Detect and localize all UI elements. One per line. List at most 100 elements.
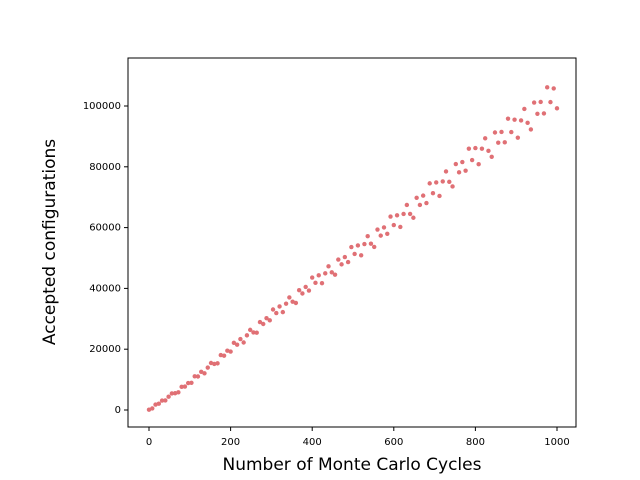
point [388, 214, 393, 219]
x-tick-label: 600 [384, 437, 403, 448]
point [404, 202, 410, 208]
point [430, 191, 436, 196]
point [192, 374, 197, 379]
point [238, 336, 243, 342]
point [385, 231, 390, 236]
point [247, 327, 253, 333]
point [296, 287, 302, 293]
point [518, 118, 524, 123]
point [509, 129, 514, 135]
point [355, 243, 361, 248]
point [349, 244, 354, 250]
point [554, 106, 560, 111]
point [407, 211, 413, 217]
point [463, 168, 468, 173]
point [499, 129, 504, 135]
point [215, 361, 220, 366]
point [531, 100, 537, 105]
point [544, 85, 550, 90]
point [339, 262, 344, 267]
point [254, 330, 259, 335]
point [342, 254, 348, 260]
point [365, 233, 370, 239]
point [329, 270, 334, 275]
point [528, 127, 534, 132]
point [456, 170, 462, 175]
point [473, 145, 478, 151]
point [241, 340, 246, 345]
point [437, 193, 442, 199]
point [460, 159, 465, 165]
point [257, 319, 263, 325]
point [479, 146, 485, 151]
point [466, 146, 472, 151]
point [326, 264, 331, 269]
point [218, 352, 224, 358]
point [251, 330, 256, 335]
y-tick-label: 40000 [89, 283, 121, 294]
point [398, 224, 403, 230]
point [221, 353, 227, 358]
point [515, 135, 521, 140]
point [300, 291, 305, 296]
point [551, 86, 556, 91]
x-tick-label: 1000 [544, 437, 569, 448]
point [274, 310, 279, 316]
point [417, 202, 423, 208]
point [443, 169, 449, 174]
point [505, 116, 511, 121]
y-tick-label: 20000 [89, 344, 121, 355]
point [358, 253, 364, 258]
point [270, 307, 276, 312]
point [368, 241, 374, 246]
point [283, 301, 289, 306]
point [303, 284, 308, 290]
point [538, 99, 543, 105]
point [156, 401, 162, 406]
point [489, 154, 494, 159]
point [176, 390, 181, 395]
point [159, 398, 165, 403]
y-tick-label: 100000 [83, 101, 121, 112]
point [169, 391, 175, 396]
point [486, 148, 491, 154]
point [163, 398, 168, 403]
point [482, 136, 488, 141]
point [212, 361, 217, 367]
point [166, 394, 171, 399]
point [234, 342, 240, 347]
point [401, 211, 406, 217]
point [427, 181, 432, 186]
point [420, 193, 426, 198]
point [336, 257, 341, 262]
point [453, 161, 459, 167]
x-tick-label: 400 [303, 437, 322, 448]
point [313, 280, 318, 286]
point [189, 380, 194, 385]
point [378, 233, 383, 238]
point [316, 273, 321, 278]
point [522, 106, 527, 112]
point [450, 184, 455, 189]
point [319, 280, 325, 286]
point [352, 251, 357, 257]
point [535, 111, 540, 116]
point [202, 371, 207, 376]
point [391, 222, 396, 228]
point [244, 333, 250, 338]
plot-frame [127, 57, 577, 428]
point [394, 213, 400, 218]
point [310, 275, 315, 280]
point [228, 349, 233, 354]
point [424, 200, 429, 206]
point [267, 318, 272, 323]
point [205, 365, 210, 370]
point [182, 384, 188, 389]
point [525, 120, 530, 126]
x-tick-label: 0 [146, 437, 152, 448]
point [185, 380, 191, 386]
point [264, 315, 269, 321]
point [195, 374, 201, 379]
